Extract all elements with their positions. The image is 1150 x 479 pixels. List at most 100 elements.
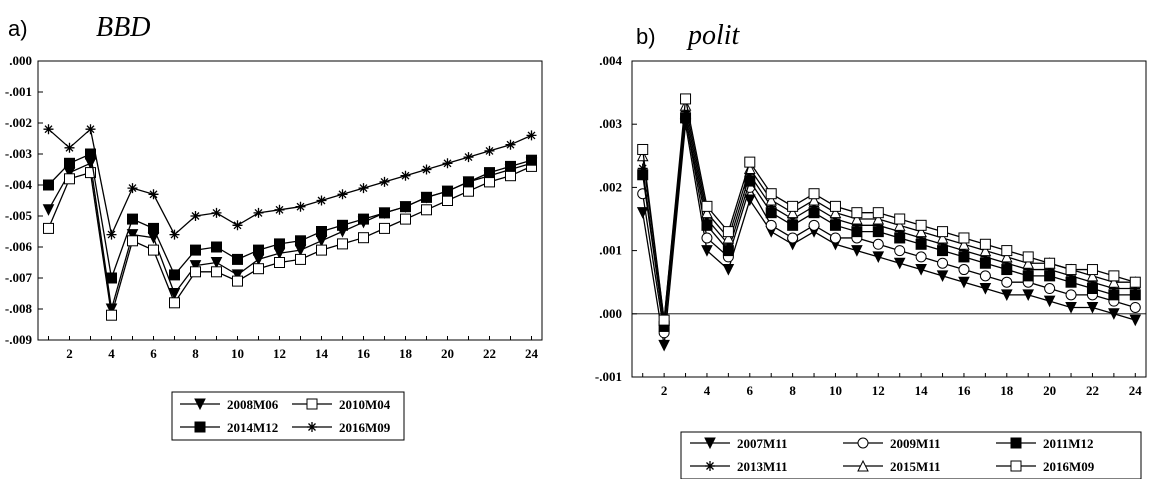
data-point (484, 167, 495, 179)
data-point (189, 260, 202, 272)
series-line (642, 98, 1136, 321)
data-point (1023, 264, 1034, 275)
data-point (505, 139, 516, 150)
data-point (1022, 257, 1035, 269)
x-tick-label: 12 (273, 346, 286, 361)
series-2008M06 (42, 157, 538, 316)
data-point (1000, 289, 1013, 301)
data-point (316, 244, 327, 256)
data-point (979, 270, 991, 282)
data-point (658, 339, 670, 352)
data-point (463, 152, 474, 163)
panel-label: a) (8, 16, 28, 41)
data-point (1086, 269, 1099, 282)
data-point (937, 226, 949, 238)
data-point (210, 257, 223, 269)
x-tick-label: 4 (108, 346, 115, 361)
data-point (958, 238, 970, 250)
x-tick-label: 22 (483, 346, 496, 361)
data-point (337, 238, 348, 250)
data-point (43, 179, 54, 191)
legend-marker (857, 437, 869, 449)
data-point (379, 207, 390, 219)
x-tick-label: 10 (829, 383, 842, 398)
data-point (872, 238, 884, 250)
series-line (48, 127, 532, 237)
data-point (526, 130, 537, 141)
data-point (958, 245, 969, 256)
data-point (1044, 257, 1056, 269)
data-point (64, 157, 75, 169)
data-point (1000, 250, 1013, 263)
data-point (829, 232, 841, 244)
data-point (722, 264, 735, 276)
y-tick-label: .000 (9, 53, 32, 68)
series-2016M09 (43, 124, 537, 240)
data-point (1086, 301, 1099, 314)
data-point (126, 229, 139, 241)
data-point (84, 157, 97, 170)
data-point (958, 232, 970, 244)
data-point (937, 239, 948, 250)
data-point (1129, 276, 1141, 288)
data-point (232, 253, 243, 265)
x-tick-label: 10 (231, 346, 244, 361)
data-point (808, 219, 820, 231)
data-point (295, 253, 306, 265)
data-point (873, 220, 884, 231)
data-point (1108, 270, 1120, 282)
data-point (893, 257, 906, 270)
legend-marker (306, 398, 318, 410)
legend-marker (705, 461, 715, 471)
data-point (231, 269, 244, 282)
data-point (722, 226, 734, 238)
y-tick-label: .001 (599, 243, 622, 258)
data-point (915, 225, 927, 238)
data-point (169, 297, 180, 309)
data-point (505, 170, 516, 182)
data-point (106, 229, 117, 240)
x-tick-label: 18 (399, 346, 413, 361)
data-point (1044, 283, 1056, 295)
data-point (190, 211, 201, 221)
data-point (315, 235, 328, 247)
legend-label: 2016M09 (339, 420, 391, 435)
data-point (658, 314, 670, 326)
data-point (148, 189, 159, 200)
chart-panel-a: a) BBD .000 -.001 -.002 -.003 -.004 -.005 -.006 -… (5, 12, 543, 441)
x-tick-label: 6 (747, 383, 754, 398)
data-point (463, 176, 474, 188)
y-tick-label: -.004 (5, 177, 33, 192)
data-point (421, 164, 432, 175)
data-point (1086, 264, 1098, 276)
data-point (808, 193, 820, 206)
data-point (400, 213, 411, 225)
y-tick-label: .003 (599, 116, 622, 131)
data-point (295, 235, 306, 247)
legend-label: 2016M09 (1043, 459, 1095, 474)
legend-marker (194, 421, 206, 433)
y-tick-label: -.007 (5, 270, 33, 285)
data-point (830, 214, 841, 224)
data-point (958, 264, 970, 276)
data-point (765, 188, 777, 200)
data-point (915, 251, 927, 263)
data-point (872, 251, 885, 264)
data-point (744, 156, 756, 168)
data-point (765, 193, 778, 206)
plot-frame (37, 60, 543, 341)
data-point (722, 231, 735, 244)
data-point (701, 245, 713, 257)
x-tick-label: 2 (66, 346, 73, 361)
data-point (379, 222, 390, 234)
data-point (1108, 283, 1119, 294)
data-point (211, 207, 222, 218)
data-point (505, 160, 516, 172)
data-point (1022, 251, 1034, 263)
data-point (637, 163, 648, 174)
x-tick-label: 4 (704, 383, 711, 398)
data-point (400, 170, 411, 181)
y-tick-label: .002 (599, 179, 622, 194)
data-point (127, 213, 138, 225)
